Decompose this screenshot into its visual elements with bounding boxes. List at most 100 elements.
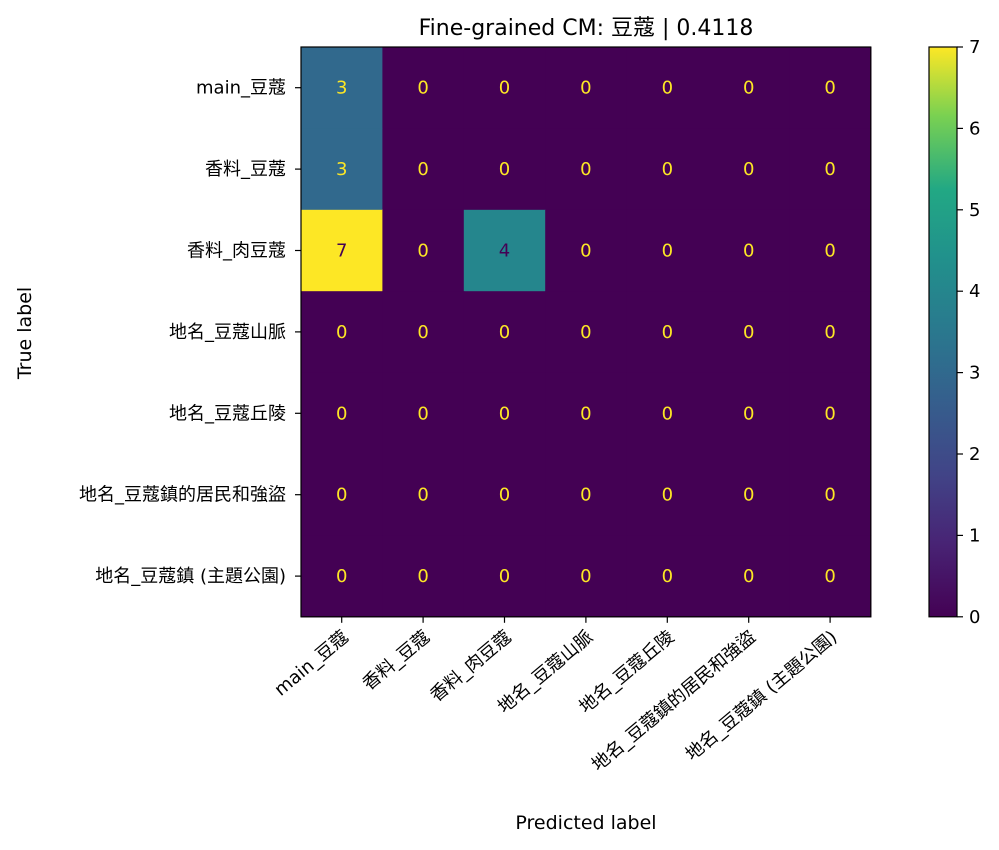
- y-tick-label: 地名_豆蔻山脈: [169, 322, 286, 343]
- heatmap-cell: [626, 291, 709, 374]
- cell-value-label: 0: [499, 403, 510, 424]
- y-tick-label: 香料_豆蔻: [205, 159, 286, 180]
- cell-value-label: 0: [662, 403, 673, 424]
- heatmap-cell: [463, 209, 546, 292]
- y-tick-label: 地名_豆蔻鎮的居民和強盜: [79, 485, 286, 506]
- heatmap-cell: [789, 291, 872, 374]
- heatmap-cell: [626, 47, 709, 129]
- x-axis-label: Predicted label: [515, 812, 656, 834]
- colorbar-frame: [928, 46, 958, 618]
- cell-value-label: 0: [580, 566, 591, 587]
- heatmap-cell: [708, 209, 790, 292]
- cell-value-label: 0: [743, 322, 754, 343]
- cell-value-label: 0: [417, 241, 428, 262]
- heatmap-cell: [789, 47, 872, 129]
- colorbar-tick-label: 7: [969, 37, 980, 58]
- heatmap-cell: [301, 535, 383, 618]
- heatmap-cell: [708, 535, 790, 618]
- heatmap-cell: [545, 535, 628, 618]
- heatmap-cell: [463, 47, 546, 129]
- colorbar-tick-label: 6: [969, 118, 980, 139]
- cell-value-label: 4: [499, 241, 510, 262]
- heatmap-cell: [301, 454, 383, 536]
- cell-value-label: 0: [824, 159, 835, 180]
- heatmap-cell: [789, 372, 872, 455]
- colorbar-tick-label: 1: [969, 525, 980, 546]
- y-tick-label: main_豆蔻: [196, 78, 286, 99]
- heatmap-cell: [301, 47, 383, 129]
- heatmap-cell: [463, 291, 546, 374]
- heatmap-cell: [382, 454, 465, 536]
- cell-value-label: 0: [499, 159, 510, 180]
- heatmap-cell: [301, 128, 383, 211]
- cell-value-label: 7: [336, 241, 347, 262]
- heatmap-cell: [545, 372, 628, 455]
- heatmap-cell: [382, 372, 465, 455]
- cell-value-label: 0: [417, 159, 428, 180]
- cell-value-label: 0: [417, 403, 428, 424]
- heatmap-cell: [301, 209, 383, 292]
- cell-value-label: 0: [336, 485, 347, 506]
- cell-value-label: 0: [336, 322, 347, 343]
- heatmap-cell: [545, 47, 628, 129]
- heatmap-cell: [789, 535, 872, 618]
- heatmap-cell: [708, 128, 790, 211]
- cell-value-label: 0: [662, 485, 673, 506]
- cell-value-label: 0: [580, 78, 591, 99]
- heatmap-cell: [626, 209, 709, 292]
- heatmap-cell: [708, 454, 790, 536]
- y-axis-ticks: main_豆蔻香料_豆蔻香料_肉豆蔻地名_豆蔻山脈地名_豆蔻丘陵地名_豆蔻鎮的居…: [79, 78, 301, 587]
- cell-value-label: 0: [499, 78, 510, 99]
- heatmap-cell: [301, 291, 383, 374]
- heatmap-cell: [708, 372, 790, 455]
- cell-value-label: 0: [336, 566, 347, 587]
- colorbar-tick-label: 0: [969, 607, 980, 628]
- cell-value-label: 0: [662, 322, 673, 343]
- heatmap-cell: [708, 47, 790, 129]
- heatmap-cell: [545, 291, 628, 374]
- cell-value-label: 0: [824, 241, 835, 262]
- heatmap-cell: [789, 454, 872, 536]
- colorbar-tick-label: 4: [969, 281, 980, 302]
- colorbar-tick-label: 5: [969, 200, 980, 221]
- heatmap-cell: [626, 535, 709, 618]
- cell-value-label: 0: [743, 159, 754, 180]
- colorbar-tick-label: 3: [969, 363, 980, 384]
- cell-value-label: 0: [580, 485, 591, 506]
- heatmap-cell: [708, 291, 790, 374]
- heatmap-cell: [626, 372, 709, 455]
- colorbar-gradient: [929, 47, 957, 617]
- y-tick-label: 地名_豆蔻丘陵: [169, 403, 286, 424]
- cell-value-label: 0: [499, 566, 510, 587]
- cell-value-label: 0: [743, 78, 754, 99]
- cell-value-label: 0: [743, 403, 754, 424]
- heatmap-cell: [463, 454, 546, 536]
- heatmap-cell: [545, 209, 628, 292]
- cell-value-label: 0: [662, 566, 673, 587]
- cell-value-label: 0: [499, 322, 510, 343]
- heatmap-cell: [382, 291, 465, 374]
- heatmap-cell: [545, 454, 628, 536]
- cell-value-label: 0: [824, 566, 835, 587]
- y-tick-label: 地名_豆蔻鎮 (主題公園): [95, 566, 286, 587]
- heatmap-cell: [463, 372, 546, 455]
- cell-value-label: 0: [417, 566, 428, 587]
- cell-value-label: 0: [824, 78, 835, 99]
- heatmap-cell: [301, 372, 383, 455]
- heatmap-cell: [789, 209, 872, 292]
- cell-value-label: 0: [417, 322, 428, 343]
- cell-value-label: 0: [580, 241, 591, 262]
- cell-value-label: 0: [580, 403, 591, 424]
- heatmap-cell: [382, 535, 465, 618]
- cell-value-label: 3: [336, 159, 347, 180]
- cell-value-label: 0: [580, 322, 591, 343]
- cell-value-label: 3: [336, 78, 347, 99]
- cell-value-label: 0: [824, 485, 835, 506]
- heatmap-cell: [382, 47, 465, 129]
- heatmap-cell: [789, 128, 872, 211]
- heatmap-cell: [463, 535, 546, 618]
- cell-value-label: 0: [499, 485, 510, 506]
- cell-value-label: 0: [743, 485, 754, 506]
- colorbar-tick-label: 2: [969, 444, 980, 465]
- cell-value-label: 0: [417, 485, 428, 506]
